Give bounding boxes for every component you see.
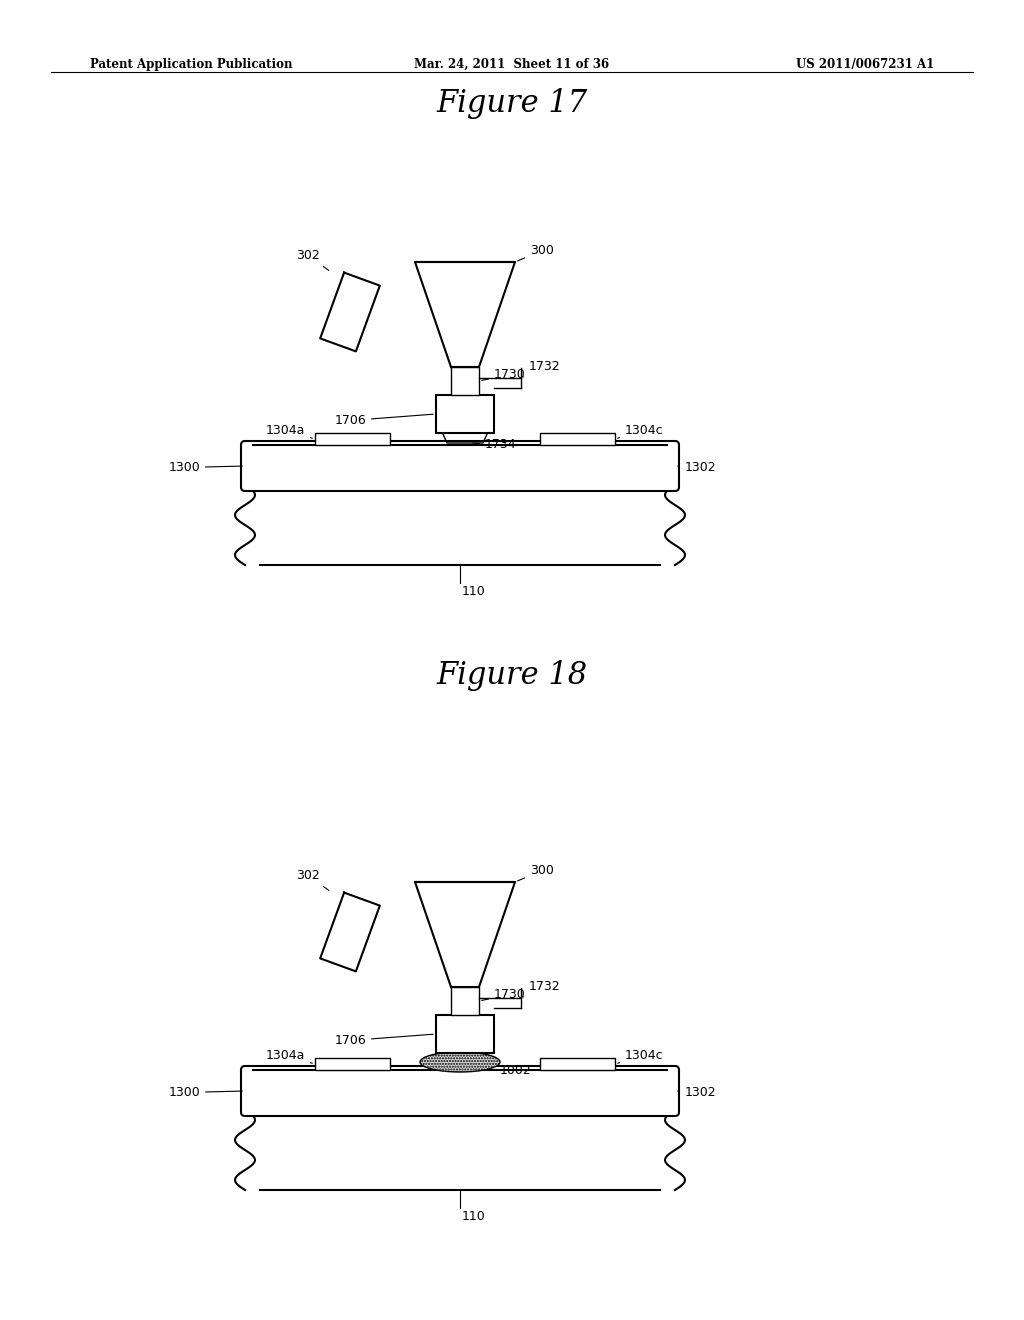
Text: 1304c: 1304c [617,1049,664,1063]
Text: 302: 302 [296,869,329,891]
Text: 302: 302 [296,249,329,271]
Text: 300: 300 [517,244,554,261]
Text: 1730: 1730 [481,987,525,1001]
FancyBboxPatch shape [241,1067,679,1115]
Text: 1304a: 1304a [265,424,312,438]
Text: 1706: 1706 [334,1034,433,1047]
Ellipse shape [420,1052,500,1072]
Text: 1300: 1300 [168,1086,243,1100]
FancyBboxPatch shape [241,441,679,491]
Bar [315,1059,390,1071]
Bar [436,395,494,433]
Text: 1732: 1732 [523,360,560,378]
Text: Figure 17: Figure 17 [436,88,588,119]
Bar [451,987,479,1015]
Text: 1304c: 1304c [617,424,664,438]
Text: Figure 18: Figure 18 [436,660,588,690]
Text: Mar. 24, 2011  Sheet 11 of 36: Mar. 24, 2011 Sheet 11 of 36 [415,58,609,71]
Text: 110: 110 [462,585,485,598]
Text: 1304a: 1304a [265,1049,312,1063]
Text: 1706: 1706 [334,414,433,426]
Text: Patent Application Publication: Patent Application Publication [90,58,293,71]
Text: 1734: 1734 [473,438,517,451]
Text: 1302: 1302 [678,1086,717,1100]
Text: 300: 300 [517,865,554,880]
Text: US 2011/0067231 A1: US 2011/0067231 A1 [796,58,934,71]
Text: 1730: 1730 [481,368,525,381]
Text: 1300: 1300 [168,461,243,474]
Bar [451,367,479,395]
Bar [540,1059,615,1071]
Bar [540,433,615,445]
Text: 110: 110 [462,1210,485,1224]
Bar [315,433,390,445]
Bar [436,1015,494,1053]
Text: 1732: 1732 [523,981,560,997]
Text: 1002: 1002 [495,1063,531,1077]
Text: 1302: 1302 [678,461,717,474]
